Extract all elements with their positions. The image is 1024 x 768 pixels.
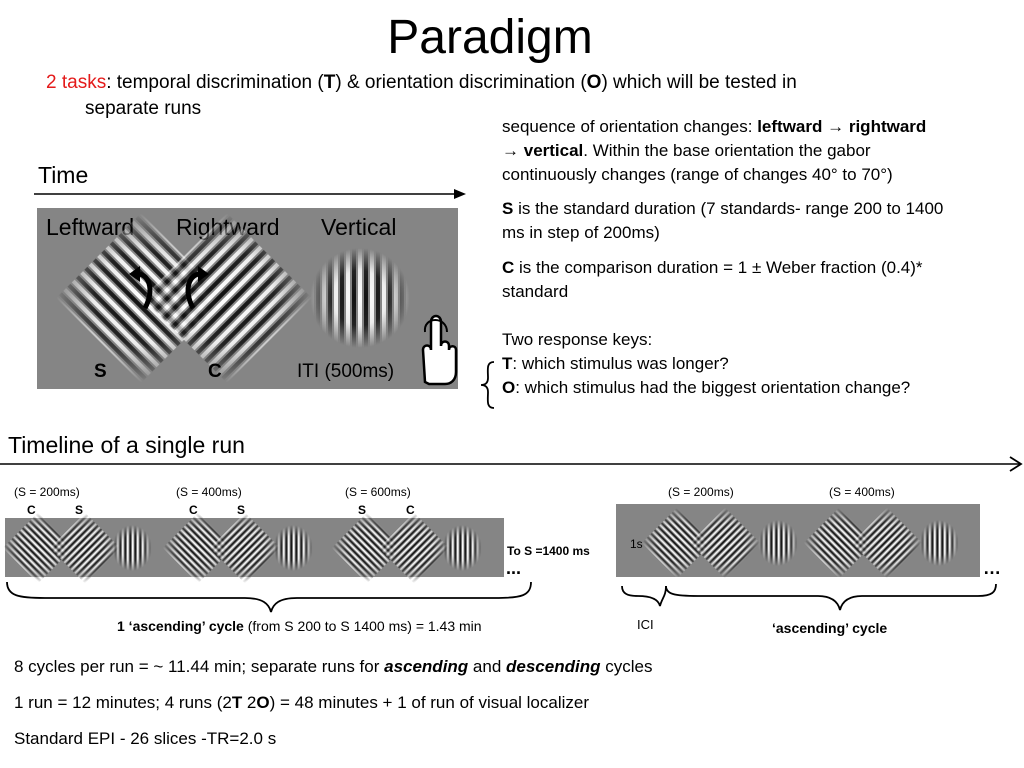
cycle-brace-right xyxy=(621,583,997,611)
time-label: Time xyxy=(38,162,89,188)
time-arrow xyxy=(34,189,466,199)
gabor-strip-right xyxy=(641,507,959,579)
stimulus-gabors xyxy=(56,213,410,383)
tasks-lead: 2 tasks xyxy=(46,72,107,93)
response-keys: Two response keys: T: which stimulus was… xyxy=(502,330,911,397)
tasks-description: 2 tasks: temporal discrimination (T) & o… xyxy=(46,72,797,119)
group-label-r1: (S = 200ms) xyxy=(668,485,734,499)
run-strip-left xyxy=(2,512,504,584)
left-brace-icon xyxy=(480,361,495,409)
timeline-heading: Timeline of a single run xyxy=(8,432,245,458)
group-label-1: (S = 200ms) xyxy=(14,485,80,499)
stimulus-panel: Leftward Rightward Vertical S C ITI (500… xyxy=(37,208,458,389)
footer-line-1: 8 cycles per run = ~ 11.44 min; separate… xyxy=(14,657,653,676)
description-column: sequence of orientation changes: leftwar… xyxy=(502,115,1022,400)
one-second-label: 1s xyxy=(630,537,643,551)
group-label-3: (S = 600ms) xyxy=(345,485,411,499)
stimulus-tag: C xyxy=(27,503,36,517)
iti-label: ITI (500ms) xyxy=(297,361,395,382)
s-description: S is the standard duration (7 standards-… xyxy=(502,199,944,242)
s-label: S xyxy=(94,361,107,382)
sequence-description: sequence of orientation changes: leftwar… xyxy=(502,117,927,184)
vertical-label: Vertical xyxy=(321,214,397,240)
run-strip-right: 1s xyxy=(616,504,980,579)
ici-label: ICI xyxy=(637,617,654,632)
c-description: C is the comparison duration = 1 ± Weber… xyxy=(502,258,923,301)
gabor-vertical-icon xyxy=(310,248,410,348)
stimulus-tag: S xyxy=(237,503,246,517)
stimulus-tag: S xyxy=(358,503,367,517)
stimulus-tag: S xyxy=(75,503,84,517)
footer-line-2: 1 run = 12 minutes; 4 runs (2T 2O) = 48 … xyxy=(14,693,590,712)
c-label: C xyxy=(208,361,222,382)
group-label-r2: (S = 400ms) xyxy=(829,485,895,499)
cycle-caption-left: 1 ‘ascending’ cycle (from S 200 to S 140… xyxy=(117,618,482,634)
page-title: Paradigm xyxy=(387,11,593,64)
stimulus-tag: C xyxy=(406,503,415,517)
pointing-hand-icon xyxy=(421,314,458,386)
gabor-strip-left xyxy=(2,512,482,584)
ellipsis-left: ... xyxy=(506,558,522,578)
stimulus-tag: C xyxy=(189,503,198,517)
footer-line-3: Standard EPI - 26 slices -TR=2.0 s xyxy=(14,729,277,748)
cycle-caption-right: ‘ascending’ cycle xyxy=(772,620,888,636)
gabor-rightward-icon xyxy=(142,213,312,383)
to-s-label: To S =1400 ms xyxy=(507,544,590,558)
timeline-arrow xyxy=(0,456,1023,472)
ellipsis-right: … xyxy=(983,558,1001,578)
group-label-2: (S = 400ms) xyxy=(176,485,242,499)
cycle-brace-left xyxy=(6,581,532,613)
